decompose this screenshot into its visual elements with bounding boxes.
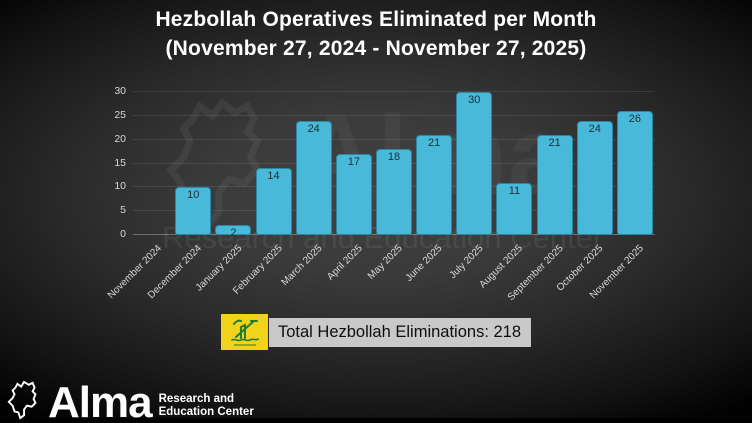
bar-october-2025: 24 — [576, 120, 613, 235]
bar-value-label: 24 — [588, 122, 601, 135]
total-banner: Total Hezbollah Eliminations: 218 — [220, 314, 532, 350]
bar-november-2025: 26 — [616, 111, 653, 235]
bar-august-2025: 11 — [496, 182, 533, 235]
x-tick-label: May 2025 — [365, 243, 405, 282]
total-label: Total Hezbollah Eliminations: 218 — [268, 317, 532, 347]
alma-logo-subtitle: Research and Education Center — [159, 393, 254, 419]
bar-april-2025: 17 — [335, 153, 372, 235]
x-tick-label: March 2025 — [279, 243, 325, 289]
bar-value-label: 18 — [387, 151, 401, 164]
bar-value-label: 24 — [307, 122, 320, 135]
y-tick-label: 5 — [120, 204, 126, 217]
bar-january-2025: 2 — [215, 225, 252, 239]
bar-value-label: 11 — [508, 184, 521, 197]
y-tick-label: 30 — [114, 85, 126, 97]
x-tick-label: July 2025 — [447, 243, 486, 282]
bar-value-label: 2 — [230, 227, 237, 240]
y-tick-label: 10 — [114, 180, 126, 193]
bar-value-label: 26 — [628, 113, 642, 126]
bar-value-label: 14 — [267, 170, 280, 183]
hezbollah-flag-icon — [220, 314, 268, 350]
y-axis: 0 5 10 15 20 25 30 — [96, 85, 126, 240]
bar-may-2025: 18 — [376, 149, 412, 235]
gridline — [133, 91, 655, 92]
chart-subtitle: (November 27, 2024 - November 27, 2025) — [165, 37, 587, 60]
x-axis: November 2024 December 2024 January 2025 Fe… — [106, 235, 655, 310]
plot-area: 0 5 10 15 20 25 30 10 2 14 24 17 18 21 30 11 21 24 26 Nov… — [106, 85, 655, 303]
gridline — [133, 138, 655, 140]
gridline — [133, 114, 655, 116]
bar-value-label: 10 — [187, 189, 200, 202]
bar-value-label: 30 — [468, 94, 481, 106]
bar-value-label: 21 — [548, 136, 561, 149]
y-tick-label: 0 — [120, 228, 126, 240]
bar-september-2025: 21 — [536, 134, 573, 235]
y-tick-label: 20 — [114, 132, 126, 145]
bar-march-2025: 24 — [295, 120, 332, 235]
alma-logo-subtitle-line1: Research and — [158, 393, 235, 405]
x-tick-label: June 2025 — [404, 243, 445, 284]
x-tick-label: April 2025 — [325, 243, 365, 283]
bar-december-2024: 10 — [175, 187, 212, 235]
title-block: Hezbollah Operatives Eliminated per Mont… — [0, 5, 752, 63]
bar-june-2025: 21 — [416, 134, 453, 235]
alma-logo-text: Alma — [48, 378, 153, 423]
y-tick-label: 15 — [114, 156, 126, 169]
alma-logo-subtitle-line2: Education Center — [158, 406, 254, 418]
y-tick-label: 25 — [114, 108, 126, 121]
bar-july-2025: 30 — [456, 92, 493, 235]
alma-logo: Alma Research and Education Center — [4, 378, 254, 423]
bottom-strip — [0, 418, 752, 423]
bar-february-2025: 14 — [255, 168, 292, 235]
bar-value-label: 21 — [428, 136, 441, 149]
chart-title: Hezbollah Operatives Eliminated per Mont… — [155, 8, 597, 31]
alma-map-icon — [7, 380, 37, 420]
bar-value-label: 17 — [347, 155, 360, 168]
